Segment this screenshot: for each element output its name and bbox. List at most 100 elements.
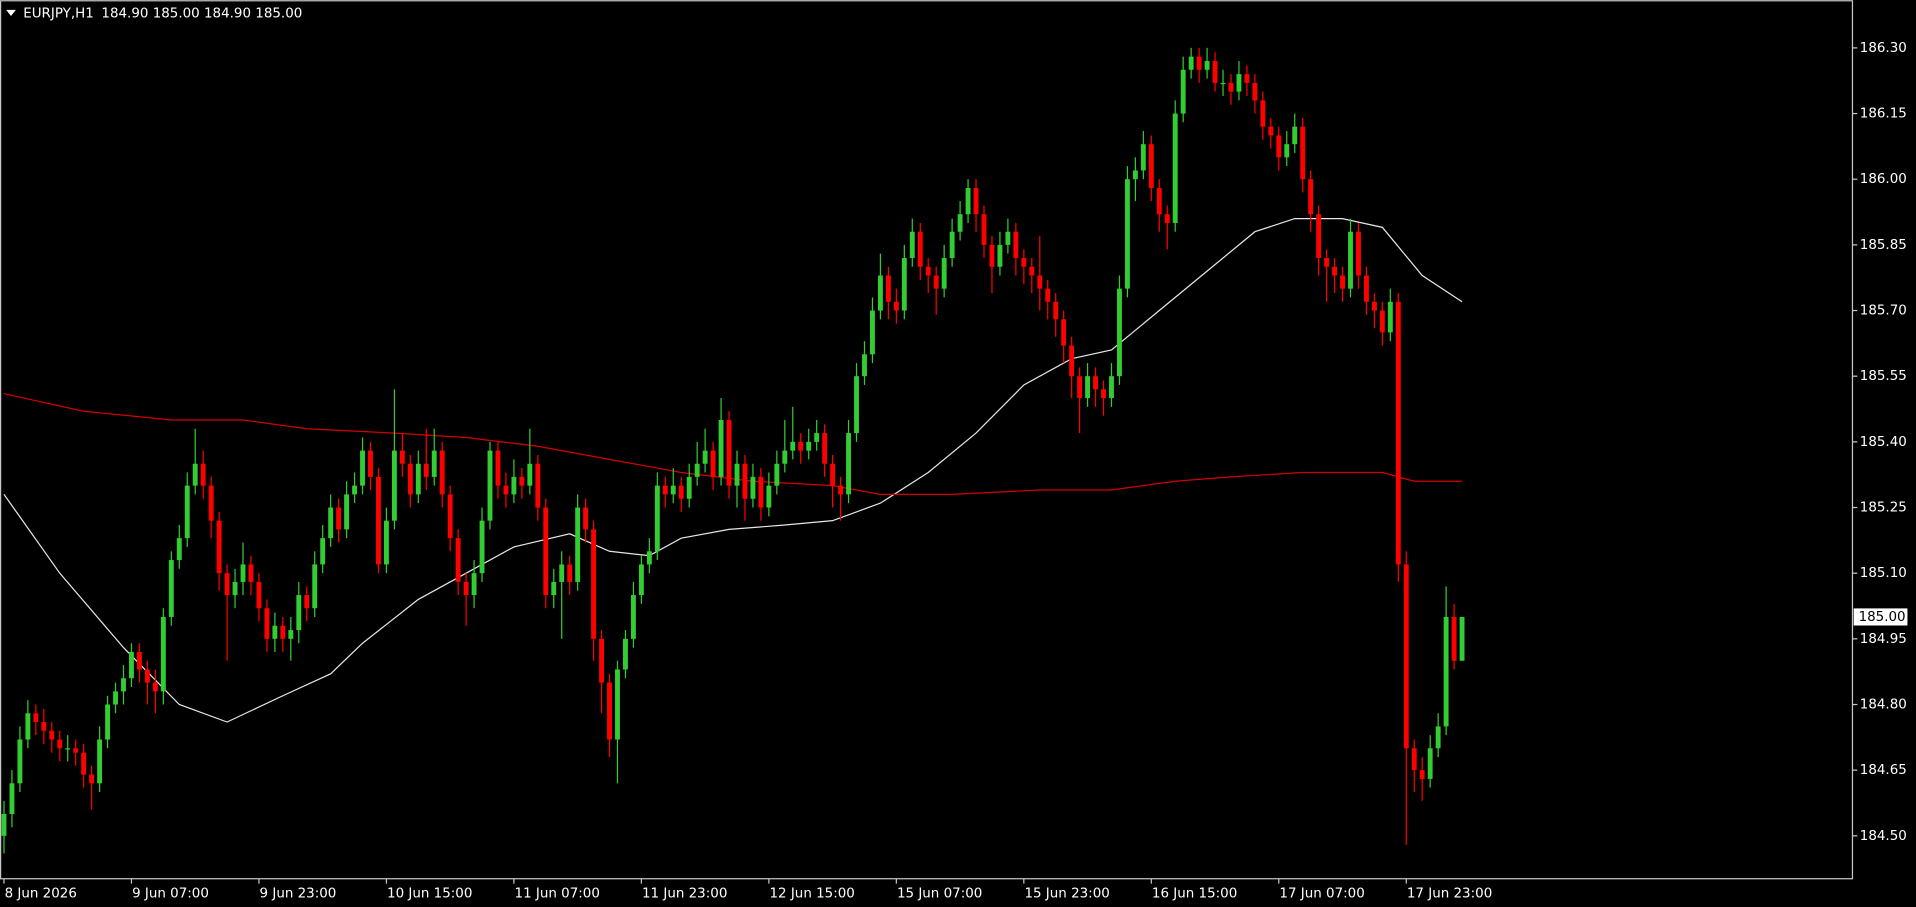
candle-body <box>822 433 828 464</box>
candle-body <box>1013 231 1019 258</box>
candle-body <box>256 581 262 609</box>
price-label: 185.00 <box>1859 610 1906 625</box>
y-tick-label: 186.15 <box>1860 107 1907 122</box>
candle-body <box>782 450 788 464</box>
candle-body <box>551 581 557 596</box>
candle-body <box>129 651 134 679</box>
candle-body <box>734 463 740 486</box>
candle-body <box>407 463 413 495</box>
candle-body <box>25 713 31 740</box>
candle-body <box>1427 748 1433 779</box>
candle-body <box>1093 376 1098 390</box>
candle-body <box>1101 389 1106 399</box>
candle-body <box>312 564 318 609</box>
candle-body <box>933 275 939 289</box>
candle-body <box>1037 275 1043 289</box>
candle-body <box>670 485 676 495</box>
y-tick-label: 184.80 <box>1860 698 1907 713</box>
candle-body <box>646 551 652 565</box>
candle-body <box>471 573 477 596</box>
quote: 184.90 185.00 184.90 185.00 <box>101 7 302 22</box>
candle-body <box>1212 61 1218 83</box>
candle-body <box>997 244 1003 267</box>
candle-body <box>1443 616 1449 727</box>
candle-body <box>662 485 668 495</box>
candle-body <box>702 450 708 464</box>
candle-body <box>1172 113 1178 223</box>
candle-body <box>152 682 158 692</box>
candle-body <box>57 739 63 749</box>
candle-body <box>925 266 931 276</box>
plot-frame <box>0 0 1854 880</box>
candle-body <box>89 774 95 784</box>
candle-body <box>949 231 955 258</box>
candle-body <box>710 450 716 477</box>
candle-body <box>1411 748 1417 771</box>
candle-body <box>1356 231 1361 276</box>
candle-body <box>423 463 429 477</box>
candle-body <box>1220 82 1226 85</box>
symbol: EURJPY,H1 <box>23 7 94 22</box>
candle-body <box>1308 179 1314 215</box>
candle-body <box>1419 770 1425 779</box>
candle-body <box>376 476 381 565</box>
candle-body <box>272 625 278 639</box>
candle-body <box>1316 214 1322 258</box>
candle-body <box>399 450 405 464</box>
candle-body <box>607 682 612 740</box>
candle-body <box>1387 301 1393 333</box>
candle-body <box>383 520 389 565</box>
candle-body <box>41 722 47 731</box>
x-tick-label: 16 Jun 15:00 <box>1152 886 1237 901</box>
candle-body <box>1196 56 1202 70</box>
candle-body <box>160 616 166 692</box>
candle-body <box>630 595 636 639</box>
candle-body <box>965 187 971 215</box>
candle-body <box>1228 82 1234 92</box>
candle-body <box>981 214 987 245</box>
candle-body <box>1252 82 1258 101</box>
y-tick-label: 185.85 <box>1860 238 1907 253</box>
candle-body <box>136 651 142 670</box>
candle-body <box>742 463 748 499</box>
candle-body <box>1348 231 1353 289</box>
candle-body <box>1124 179 1130 289</box>
y-tick-label: 184.65 <box>1860 763 1907 778</box>
candle-body <box>447 494 453 539</box>
x-tick-label: 11 Jun 07:00 <box>515 886 600 901</box>
candle-body <box>591 529 597 639</box>
candle-body <box>240 564 246 582</box>
candle-body <box>1284 144 1290 158</box>
candle-body <box>184 485 190 539</box>
menu-triangle[interactable] <box>6 9 16 17</box>
candle-body <box>1148 144 1154 188</box>
y-tick-label: 186.30 <box>1860 41 1907 56</box>
candle-body <box>575 507 581 582</box>
candle-body <box>1 813 7 836</box>
candle-body <box>121 678 126 692</box>
moving-average <box>3 217 1463 723</box>
y-tick-label: 186.00 <box>1860 172 1907 187</box>
candle-body <box>105 704 111 740</box>
price-label-box <box>1853 608 1908 626</box>
candle-body <box>1204 61 1210 70</box>
candle-body <box>455 538 461 582</box>
candle-body <box>216 520 222 574</box>
candle-body <box>1116 288 1122 377</box>
candle-body <box>750 476 756 499</box>
candle-body <box>559 564 565 582</box>
candle-body <box>1109 376 1114 399</box>
candle-body <box>1292 126 1298 145</box>
y-tick-label: 185.70 <box>1860 304 1907 319</box>
candle-body <box>893 301 899 311</box>
candle-body <box>790 441 796 451</box>
candle-body <box>296 595 302 631</box>
candle-body <box>535 463 541 508</box>
candle-body <box>814 433 820 442</box>
candle-body <box>479 520 485 574</box>
x-tick-label: 15 Jun 07:00 <box>897 886 982 901</box>
candle-body <box>638 564 644 596</box>
candle-body <box>1156 187 1162 215</box>
candle-body <box>248 564 254 582</box>
